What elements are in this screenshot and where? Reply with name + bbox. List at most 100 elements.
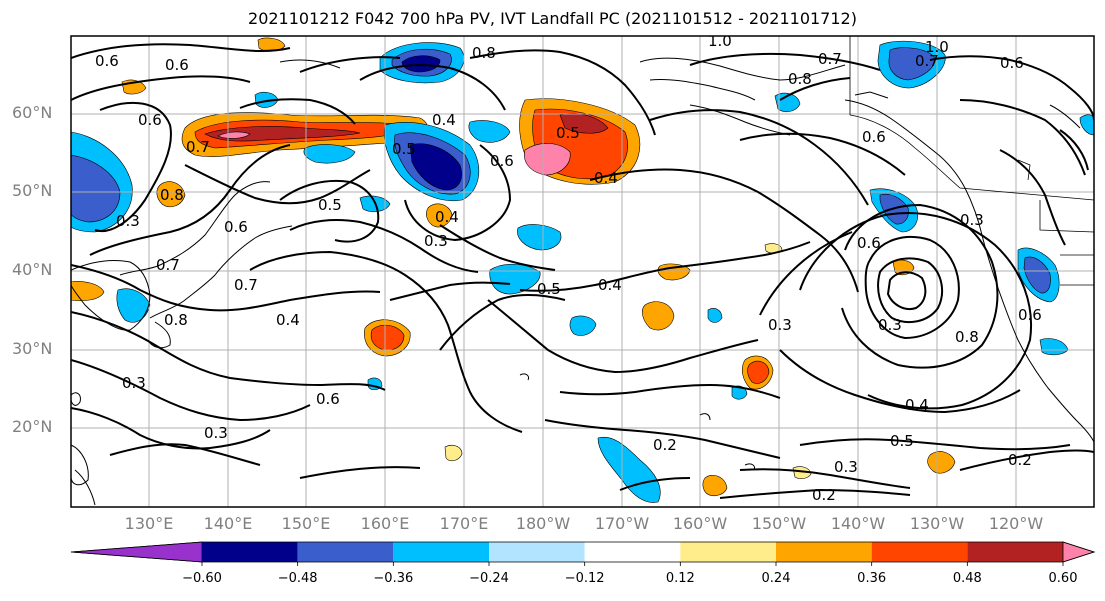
colorbar-tick-label: −0.36 [373,571,414,586]
contour-label: 0.3 [878,316,902,334]
contour-label: 1.0 [708,32,732,50]
shade-patch [401,55,441,73]
shade-patch [792,466,812,479]
contour-label: 0.2 [812,486,836,504]
contour-label: 0.6 [1018,306,1042,324]
lon-label: 140°W [830,514,886,533]
shaded-anomaly-layer [71,37,1094,503]
shade-patch [116,288,151,323]
contour-label: 0.5 [890,432,914,450]
lon-label: 150°E [281,514,331,533]
contour-label: 0.5 [556,124,580,142]
shade-patch [927,451,956,474]
contour-label: 0.2 [1008,451,1032,469]
contour-label: 0.3 [116,212,140,230]
lon-label: 120°W [988,514,1044,533]
pv-contours [71,43,1094,499]
contour-label: 0.2 [653,436,677,454]
contour-label: 0.6 [138,111,162,129]
colorbar [70,541,1096,566]
shade-patch [597,436,661,503]
contour-label: 0.6 [224,218,248,236]
contour-label-layer: 0.6 0.6 0.8 1.0 0.7 1.0 0.7 0.6 0.8 0.6 … [95,32,1042,504]
coastlines [71,57,1094,506]
lat-label: 20°N [12,417,53,436]
contour-label: 0.4 [598,276,622,294]
lon-label: 160°E [360,514,410,533]
shade-patch [71,154,121,223]
contour-label: 0.7 [186,138,210,156]
shade-patch [774,92,801,113]
lon-label: 170°W [594,514,650,533]
contour-label: 1.0 [925,38,949,56]
colorbar-tick-label: −0.60 [182,571,222,586]
colorbar-bin [871,542,968,562]
contour-label: 0.3 [960,211,984,229]
lat-label: 30°N [12,339,53,358]
contour-label: 0.7 [234,276,258,294]
contour-label: 0.6 [862,128,886,146]
shade-patch [731,385,748,400]
contour-label: 0.7 [818,50,842,68]
shade-patch [888,47,936,81]
colorbar-extension-min [70,541,203,563]
contour-label: 0.4 [905,396,929,414]
contour-label: 0.3 [768,316,792,334]
lat-label: 50°N [12,181,53,200]
contour-label: 0.3 [204,424,228,442]
lon-label: 170°E [439,514,489,533]
lat-label: 60°N [12,103,53,122]
colorbar-tick-label: 0.12 [665,571,695,586]
contour-label: 0.7 [156,256,180,274]
shade-patch [426,203,453,228]
shade-patch [409,143,462,191]
contour-label: 0.4 [276,311,300,329]
lon-label: 150°W [751,514,807,533]
colorbar-tick-label: −0.24 [469,571,509,586]
map-title: 2021101212 F042 700 hPa PV, IVT Landfall… [248,9,857,28]
shade-patch [370,324,405,351]
colorbar-bin [202,542,298,562]
borders [849,36,1094,286]
colorbar-tick-label: −0.12 [564,571,605,586]
contour-label: 0.3 [834,458,858,476]
contour-label: 0.5 [392,140,416,158]
contour-label: 0.6 [316,390,340,408]
shade-patch [641,301,675,331]
map-frame [70,35,1095,508]
colorbar-tick-label: 0.48 [952,571,982,586]
contour-label: 0.6 [857,234,881,252]
shade-patch [1079,114,1094,136]
contour-label: 0.8 [472,44,496,62]
shade-patch [156,181,186,207]
shade-patch [1023,256,1051,294]
contour-label: 0.4 [435,208,459,226]
colorbar-bin [393,542,489,562]
colorbar-tick-label: 0.36 [857,571,887,586]
contour-label: 0.8 [788,70,812,88]
contour-label: 0.6 [490,152,514,170]
contour-label: 0.4 [594,169,618,187]
contour-label: 0.4 [432,111,456,129]
contour-label: 0.5 [318,196,342,214]
shade-patch [71,281,105,302]
contour-label: 0.8 [955,328,979,346]
shade-patch [524,143,571,176]
colorbar-extension-max [1062,541,1096,563]
contour-label: 0.5 [537,280,561,298]
shade-patch [517,224,562,251]
lon-label: 130°W [909,514,965,533]
lat-label: 40°N [12,260,53,279]
colorbar-tick-label: 0.60 [1048,571,1078,586]
lon-label: 130°E [124,514,174,533]
contour-label: 0.3 [424,232,448,250]
colorbar-bin [297,542,394,562]
shade-patch [702,475,728,497]
shade-patch [569,315,597,336]
shade-patch [489,263,541,295]
shade-patch [204,126,361,142]
colorbar-bin [776,542,872,562]
shade-patch [303,144,356,164]
contour-label: 0.7 [915,52,939,70]
shade-patch [444,444,463,462]
